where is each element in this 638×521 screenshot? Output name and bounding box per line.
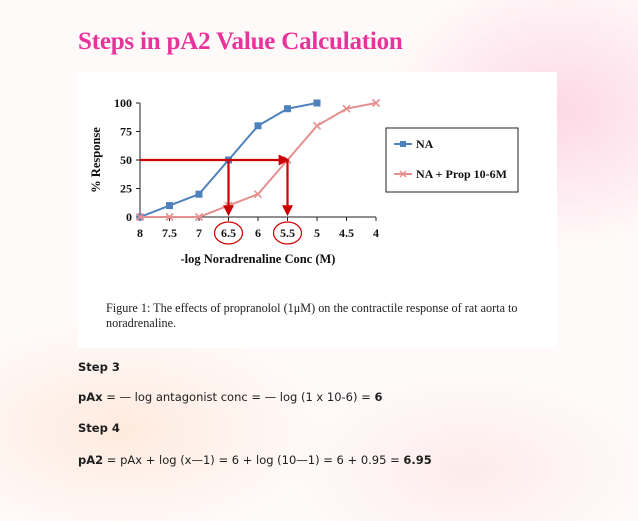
data-point-na-prop [342, 104, 351, 113]
legend-marker-x [399, 170, 407, 178]
page-title: Steps in pA2 Value Calculation [78, 28, 403, 55]
data-point-na-prop [253, 190, 263, 199]
x-tick-label: 4 [373, 226, 379, 240]
x-tick-label: 7.5 [162, 226, 177, 240]
step4-result: 6.95 [403, 453, 432, 467]
dose-response-chart: 0 25 50 75 100 8 7.5 7 6.5 6 5.5 5 4.5 4 -log Noradren… [89, 96, 519, 266]
y-tick-label: 25 [120, 182, 132, 196]
tick-circle-marker [272, 221, 303, 245]
step3-expression: = — log antagonist conc = — log (1 x 10-… [102, 390, 375, 404]
y-tick-label: 100 [114, 96, 132, 110]
legend-marker-square [400, 141, 406, 147]
marker-stroke [312, 121, 322, 130]
legend-label: NA + Prop 10-6M [416, 167, 507, 181]
y-axis-title: % Response [89, 127, 103, 193]
step4-equation: pA2 = pAx + log (x—1) = 6 + log (10—1) =… [78, 453, 432, 467]
data-point-na [313, 99, 321, 107]
figure-card: 0 25 50 75 100 8 7.5 7 6.5 6 5.5 5 4.5 4 -log Noradren… [78, 72, 557, 348]
x-tick-label: 7 [196, 226, 202, 240]
data-point-na-prop [312, 121, 322, 130]
x-tick-label: 6.5 [221, 226, 236, 240]
x-tick-label: 5 [314, 226, 320, 240]
y-tick-label: 0 [126, 210, 132, 224]
x-tick-label: 4.5 [339, 226, 354, 240]
data-point-na-prop [165, 212, 174, 222]
y-tick-label: 50 [120, 153, 132, 167]
figure-caption: Figure 1: The effects of propranolol (1μ… [106, 301, 518, 330]
step4-label: Step 4 [78, 421, 120, 435]
marker-stroke [135, 212, 145, 222]
step3-label: Step 3 [78, 360, 120, 374]
step3-equation: pAx = — log antagonist conc = — log (1 x… [78, 390, 382, 404]
x-axis-title: -log Noradrenaline Conc (M) [181, 252, 336, 266]
marker-stroke [371, 98, 381, 108]
marker-stroke [194, 212, 204, 222]
x-tick-label: 8 [137, 226, 143, 240]
data-point-na [166, 202, 173, 210]
legend-label: NA [416, 137, 434, 151]
data-point-na-prop [371, 98, 381, 108]
legend-box [385, 127, 519, 193]
marker-stroke [165, 212, 174, 222]
x-tick-label: 5.5 [280, 226, 295, 240]
step3-term: pAx [78, 390, 103, 404]
marker-stroke [253, 190, 263, 199]
data-point-na-prop [194, 212, 204, 222]
marker-stroke [342, 104, 351, 113]
x-tick-label: 6 [255, 226, 261, 240]
data-point-na [284, 105, 291, 113]
step3-result: 6 [374, 390, 383, 404]
step4-expression: = pAx + log (x—1) = 6 + log (10—1) = 6 +… [103, 453, 404, 467]
tick-circle-marker [213, 221, 244, 245]
step4-term: pA2 [78, 453, 104, 467]
y-tick-label: 75 [120, 125, 132, 139]
data-point-na-prop [135, 212, 145, 222]
data-point-na [195, 190, 203, 198]
data-point-na [254, 122, 262, 130]
